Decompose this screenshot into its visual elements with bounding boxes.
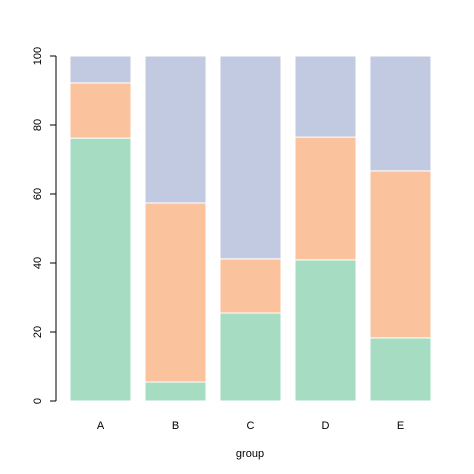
bar-segment: [219, 312, 282, 402]
bar-segment: [294, 259, 357, 402]
bar-segment: [69, 137, 132, 402]
bar-segment: [69, 55, 132, 84]
bar-segment: [369, 337, 432, 402]
bar-segment: [219, 55, 282, 260]
bar-segment: [294, 55, 357, 138]
y-tick-label: 60: [32, 188, 44, 200]
bar-segment: [144, 381, 207, 402]
y-tick-label: 40: [32, 257, 44, 269]
bar-segment: [144, 202, 207, 383]
x-tick-label: E: [397, 420, 404, 432]
y-tick-label: 0: [32, 398, 44, 404]
bar-segment: [369, 170, 432, 339]
bar-segment: [219, 258, 282, 314]
x-tick-label: C: [247, 420, 255, 432]
bar-segment: [369, 55, 432, 172]
bar-segment: [144, 55, 207, 204]
bar-segment: [294, 136, 357, 261]
x-axis-label: group: [236, 448, 264, 460]
x-tick-label: D: [322, 420, 330, 432]
x-tick-label: B: [172, 420, 179, 432]
bar-segment: [69, 82, 132, 139]
y-tick-label: 80: [32, 119, 44, 131]
y-tick-label: 100: [32, 47, 44, 65]
x-tick-label: A: [97, 420, 105, 432]
y-tick-label: 20: [32, 326, 44, 338]
